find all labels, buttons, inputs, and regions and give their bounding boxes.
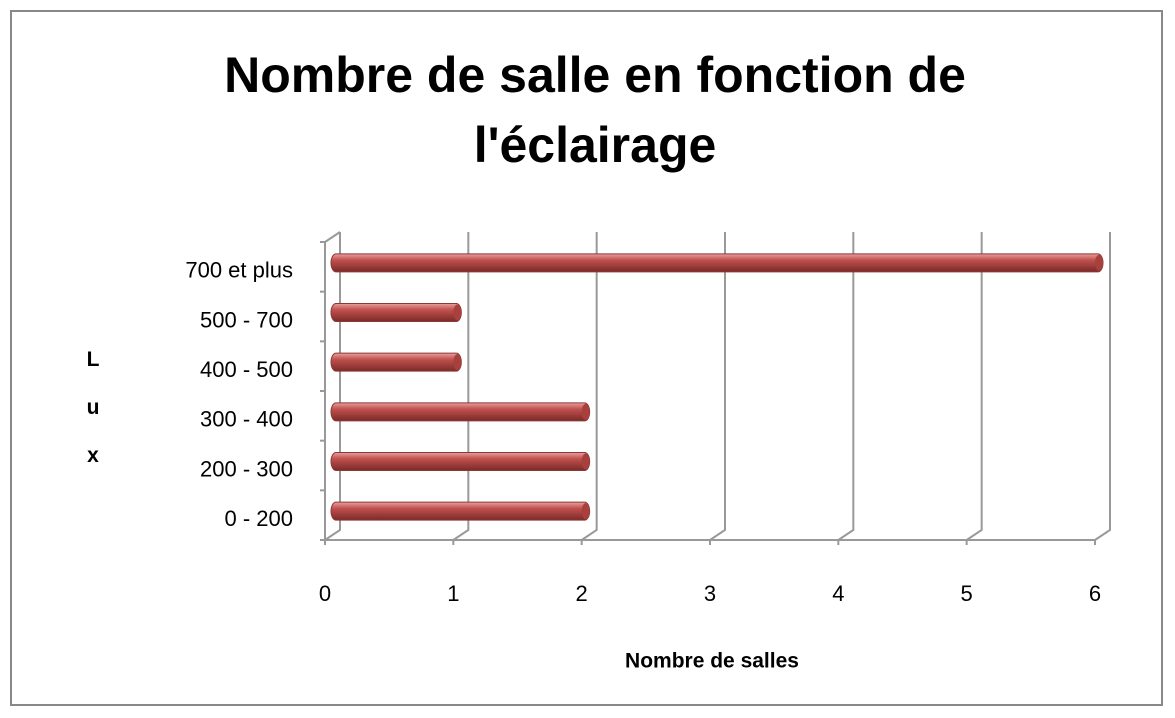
- grid-line: [324, 232, 341, 541]
- bar-cap: [581, 403, 590, 420]
- bar: [330, 402, 591, 422]
- bar: [330, 501, 591, 521]
- bar-cap: [581, 503, 590, 520]
- y-tick-label: 500 - 700: [200, 307, 293, 332]
- grid-line: [966, 232, 983, 541]
- x-tick-label: 0: [319, 581, 331, 606]
- bar-cap: [453, 354, 462, 371]
- bar: [330, 303, 462, 322]
- bar: [330, 352, 462, 372]
- bar: [330, 452, 591, 471]
- y-tick-label: 200 - 300: [200, 456, 293, 481]
- y-tick-label: 400 - 500: [200, 357, 293, 382]
- x-tick-label: 5: [961, 581, 973, 606]
- chart-border: [10, 10, 1163, 706]
- x-axis-label: Nombre de salles: [625, 650, 799, 673]
- x-tick-label: 6: [1089, 581, 1101, 606]
- bar-cap: [581, 453, 590, 470]
- y-tick-label: 0 - 200: [225, 506, 294, 531]
- grid-line: [709, 232, 726, 541]
- y-axis-label: Lux: [86, 348, 100, 467]
- bar: [330, 253, 1104, 273]
- bar-cap: [1095, 254, 1103, 271]
- chart-title: Nombre de salle en fonction de l'éclaira…: [224, 47, 966, 173]
- x-tick-label: 2: [576, 581, 588, 606]
- grid-line: [581, 232, 598, 541]
- grid-line: [452, 232, 470, 541]
- bar-cap: [453, 304, 462, 321]
- grid-line: [837, 232, 855, 541]
- x-tick-label: 4: [832, 581, 844, 606]
- axis-line: [324, 231, 341, 243]
- x-tick-label: 3: [704, 581, 716, 606]
- grid-line: [1094, 232, 1111, 541]
- y-tick-label: 700 et plus: [185, 258, 293, 283]
- x-tick-label: 1: [447, 581, 459, 606]
- y-tick-label: 300 - 400: [200, 407, 293, 432]
